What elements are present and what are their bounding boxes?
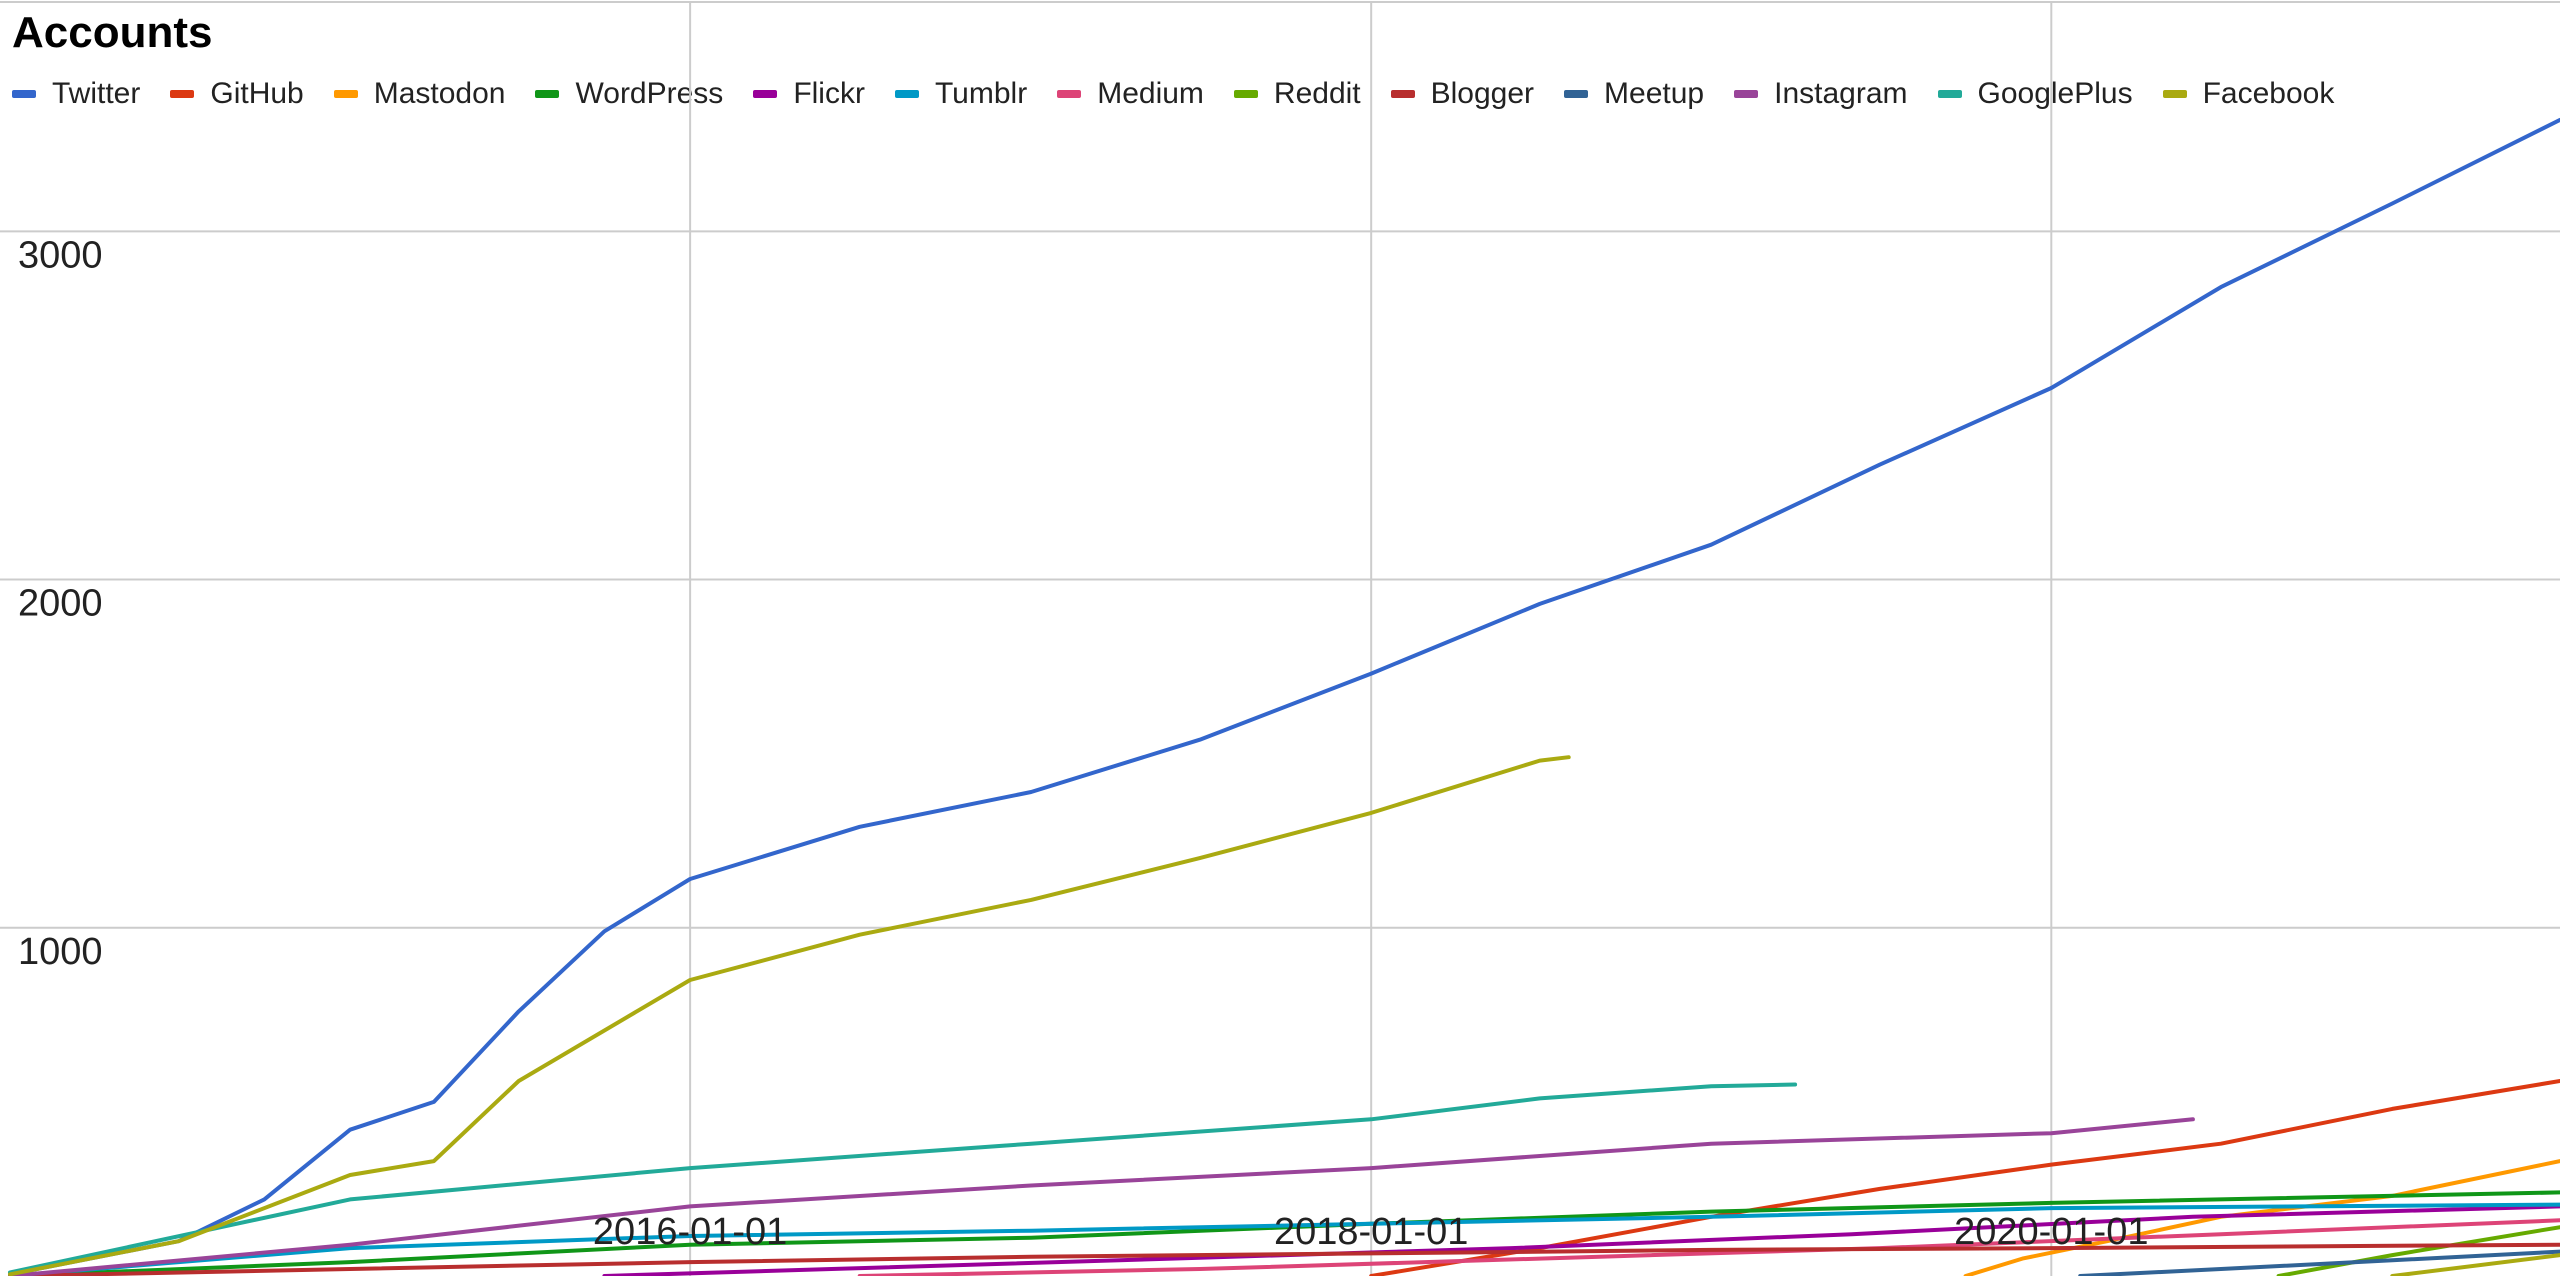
legend-item-flickr[interactable]: Flickr [753,77,865,111]
x-tick-label: 2016-01-01 [593,1211,787,1253]
legend-item-blogger[interactable]: Blogger [1390,77,1535,111]
legend-item-twitter[interactable]: Twitter [12,77,140,111]
legend-swatch [753,90,778,98]
legend-label: GitHub [210,77,304,110]
series-line-reddit [2276,1225,2560,1276]
legend-swatch [1390,90,1415,98]
legend-swatch [12,90,36,98]
series-line-googleplus [8,1082,1798,1275]
legend-swatch [333,90,358,98]
legend-swatch [1057,90,1082,98]
legend-swatch [535,90,560,98]
series-line-flickr [602,1204,2560,1276]
chart-title: Accounts [12,8,213,57]
legend-item-meetup[interactable]: Meetup [1564,77,1704,111]
legend-label: WordPress [575,77,724,110]
series-line-wordpress [8,1190,2560,1276]
legend-item-medium[interactable]: Medium [1057,77,1204,111]
legend-label: Mastodon [373,77,506,110]
y-tick-label: 2000 [18,583,103,625]
legend-item-reddit[interactable]: Reddit [1233,77,1361,111]
legend-label: Meetup [1604,77,1705,110]
series-line-medium [857,1218,2560,1276]
y-tick-label: 1000 [18,931,103,973]
legend-swatch [894,90,919,98]
legend-swatch [170,90,195,98]
legend-item-wordpress[interactable]: WordPress [535,77,723,111]
series-line-meetup [2078,1249,2560,1276]
legend-item-instagram[interactable]: Instagram [1734,77,1908,111]
x-tick-label: 2018-01-01 [1274,1211,1468,1253]
legend-label: Twitter [52,77,141,110]
legend-swatch [1937,90,1962,98]
y-tick-label: 3000 [18,234,103,276]
legend-swatch [1233,90,1258,98]
legend: Twitter GitHub Mastodon WordPress Flickr Tumb… [12,72,2364,116]
series-line-instagram [8,1117,2195,1276]
series-line-tumblr [8,1202,2560,1276]
series-line-facebook [8,755,1571,1276]
legend-item-facebook[interactable]: Facebook [2162,77,2335,111]
legend-item-github[interactable]: GitHub [170,77,304,111]
legend-swatch [1734,90,1759,98]
legend-label: Instagram [1774,77,1908,110]
series-line-mastodon [1963,1159,2560,1276]
legend-label: Blogger [1430,77,1535,110]
legend-item-mastodon[interactable]: Mastodon [333,77,506,111]
legend-label: Reddit [1273,77,1361,110]
legend-swatch [1564,90,1589,98]
legend-item-googleplus[interactable]: GooglePlus [1937,77,2133,111]
legend-swatch [2162,90,2187,98]
legend-item-tumblr[interactable]: Tumblr [894,77,1028,111]
legend-label: Flickr [793,77,865,110]
legend-label: GooglePlus [1977,77,2133,110]
series-line-twitter [8,117,2560,1276]
legend-label: Medium [1097,77,1204,110]
series-line-blogger [8,1242,2560,1276]
legend-label: Tumblr [934,77,1028,110]
series-line-github [1369,1079,2560,1276]
x-tick-label: 2020-01-01 [1954,1211,2148,1253]
legend-label: Facebook [2202,77,2335,110]
series-line-facebook [2390,1253,2560,1276]
